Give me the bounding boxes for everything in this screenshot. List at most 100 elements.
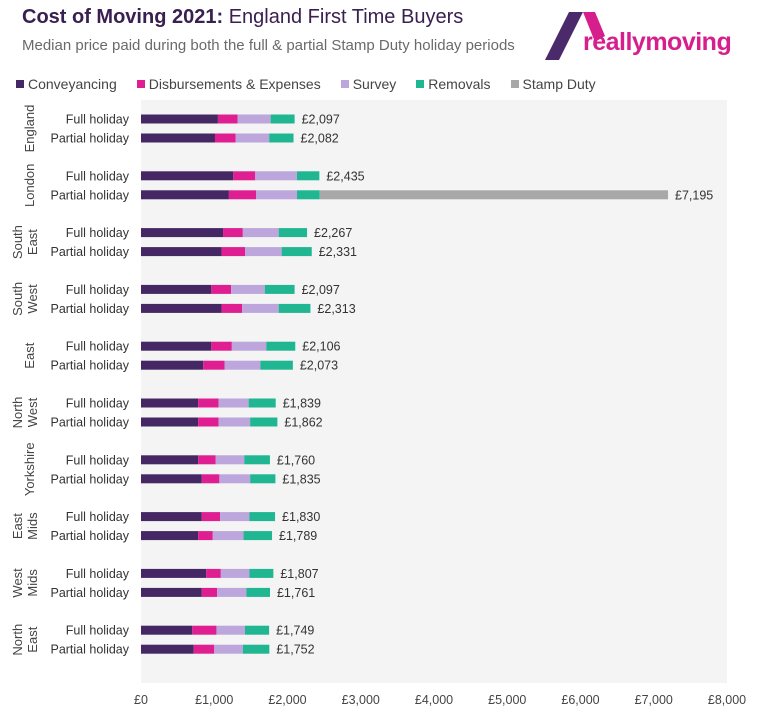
bar-segment — [198, 417, 219, 427]
bar-segment — [192, 625, 217, 635]
row-label: Partial holiday — [50, 359, 129, 373]
bar-segment — [297, 190, 320, 200]
row-label: Full holiday — [66, 169, 130, 183]
region-label: NorthEast — [10, 624, 40, 656]
chart-subtitle: Median price paid during both the full &… — [22, 37, 515, 54]
bar-segment — [141, 587, 202, 597]
bar-segment — [269, 133, 294, 143]
region-label: NorthWest — [10, 397, 40, 429]
x-tick-label: £5,000 — [488, 693, 526, 707]
legend-label: Stamp Duty — [522, 76, 596, 92]
legend-label: Conveyancing — [28, 76, 117, 92]
bar-segment — [266, 341, 296, 351]
row-label: Partial holiday — [50, 643, 129, 657]
bar-segment — [245, 247, 282, 257]
legend-swatch — [16, 80, 24, 88]
bar-segment — [237, 114, 271, 124]
row-label: Full holiday — [66, 453, 130, 467]
total-label: £1,789 — [279, 529, 317, 543]
x-tick-label: £6,000 — [561, 693, 599, 707]
bar-segment — [219, 474, 251, 484]
bar-segment — [198, 531, 213, 541]
region-label: England — [22, 105, 37, 153]
legend: Conveyancing Disbursements & Expenses Su… — [16, 75, 616, 93]
bar-segment — [243, 531, 273, 541]
total-label: £2,435 — [326, 169, 364, 183]
x-tick-label: £7,000 — [635, 693, 673, 707]
bar-segment — [201, 474, 220, 484]
legend-item-conveyancing: Conveyancing — [16, 76, 117, 92]
bar-segment — [217, 114, 238, 124]
total-label: £1,752 — [276, 643, 314, 657]
row-label: Full holiday — [66, 567, 130, 581]
bar-segment — [278, 228, 308, 238]
total-label: £1,807 — [280, 567, 318, 581]
row-label: Partial holiday — [50, 245, 129, 259]
bar-segment — [228, 190, 256, 200]
bar-segment — [198, 398, 219, 408]
bar-segment — [141, 531, 199, 541]
bar-segment — [250, 474, 276, 484]
bar-segment — [141, 625, 193, 635]
legend-item-removals: Removals — [416, 76, 491, 92]
bar-segment — [141, 133, 215, 143]
bar-segment — [233, 171, 256, 181]
bar-segment — [141, 284, 212, 294]
chart-title: Cost of Moving 2021: England First Time … — [22, 6, 463, 29]
bar-segment — [278, 303, 311, 313]
row-label: Partial holiday — [50, 586, 129, 600]
total-label: £1,839 — [283, 397, 321, 411]
total-label: £7,195 — [675, 188, 713, 202]
bar-segment — [141, 512, 202, 522]
chart-title-bold: Cost of Moving 2021: — [22, 6, 224, 28]
row-label: Partial holiday — [50, 188, 129, 202]
bar-segment — [141, 474, 202, 484]
x-tick-label: £3,000 — [342, 693, 380, 707]
legend-swatch — [416, 80, 425, 88]
bar-segment — [249, 512, 276, 522]
legend-label: Survey — [352, 76, 397, 92]
bar-segment — [203, 360, 225, 370]
row-label: Partial holiday — [50, 132, 129, 146]
row-label: Partial holiday — [50, 416, 129, 430]
bar-segment — [242, 228, 279, 238]
reallymoving-logo: reallymoving — [543, 8, 753, 64]
region-label: Yorkshire — [22, 442, 37, 496]
total-label: £1,830 — [282, 510, 320, 524]
bar-segment — [214, 133, 236, 143]
bar-segment — [221, 247, 246, 257]
row-label: Partial holiday — [50, 529, 129, 543]
bar-segment — [242, 303, 279, 313]
bar-segment — [264, 284, 295, 294]
row-label: Full holiday — [66, 510, 130, 524]
region-label: East — [22, 342, 37, 368]
bar-segment — [270, 114, 295, 124]
legend-swatch — [510, 80, 519, 88]
bar-segment — [201, 512, 221, 522]
total-label: £2,097 — [302, 283, 340, 297]
bar-segment — [141, 114, 218, 124]
total-label: £2,313 — [317, 302, 355, 316]
total-label: £1,835 — [282, 472, 320, 486]
bar-segment — [246, 587, 270, 597]
region-label: SouthEast — [10, 225, 40, 259]
bar-segment — [141, 417, 199, 427]
bar-segment — [249, 568, 274, 578]
bar-segment — [220, 568, 250, 578]
logo-text: reallymoving — [583, 28, 732, 56]
bar-segment — [221, 303, 243, 313]
bar-segment — [215, 455, 245, 465]
region-label: SouthWest — [10, 282, 40, 316]
bar-segment — [206, 568, 221, 578]
total-label: £1,761 — [277, 586, 315, 600]
bar-segment — [218, 398, 249, 408]
bar-segment — [220, 512, 250, 522]
row-label: Full holiday — [66, 340, 130, 354]
row-label: Full holiday — [66, 113, 130, 127]
x-tick-label: £2,000 — [268, 693, 306, 707]
legend-label: Removals — [428, 76, 491, 92]
row-label: Partial holiday — [50, 472, 129, 486]
bar-segment — [297, 171, 320, 181]
bar-segment — [255, 171, 298, 181]
bar-segment — [193, 644, 215, 654]
